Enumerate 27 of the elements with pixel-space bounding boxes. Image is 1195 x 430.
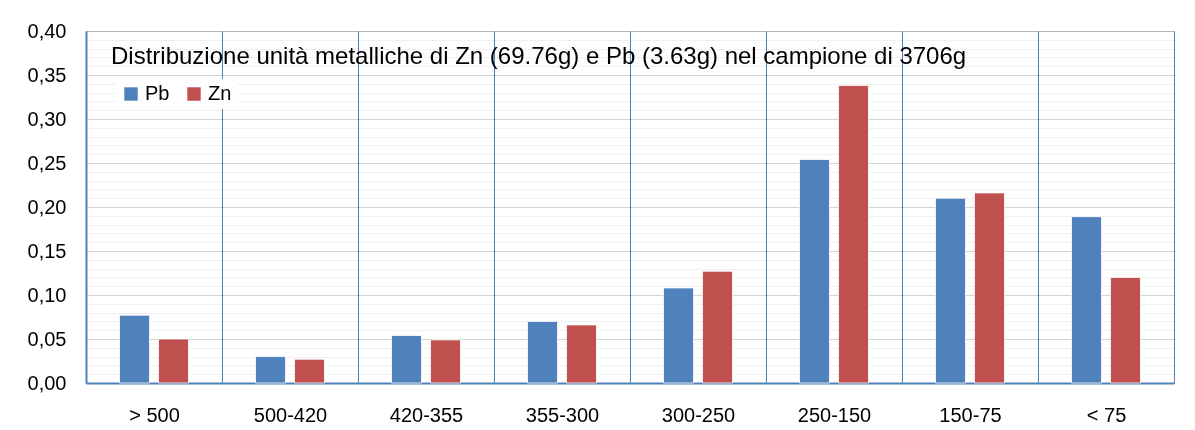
y-tick-label: 0,25 xyxy=(27,151,67,174)
bar xyxy=(566,324,597,384)
bar xyxy=(430,339,461,384)
bar xyxy=(1110,277,1141,384)
y-tick-label: 0,40 xyxy=(27,19,67,42)
bar xyxy=(158,338,189,384)
y-tick-label: 0,05 xyxy=(27,327,67,350)
y-tick-label: 0,20 xyxy=(27,195,67,218)
y-tick-label: 0,35 xyxy=(27,63,67,86)
bar xyxy=(974,192,1005,384)
legend-label: Pb xyxy=(145,82,170,104)
x-tick-label: 150-75 xyxy=(939,403,1002,426)
x-tick-label: 500-420 xyxy=(253,403,328,426)
x-tick-label: 250-150 xyxy=(797,403,872,426)
bar xyxy=(294,358,325,384)
x-tick-label: 300-250 xyxy=(661,403,736,426)
x-tick-label: < 75 xyxy=(1086,403,1127,426)
y-tick-label: 0,30 xyxy=(27,107,67,130)
y-tick-label: 0,15 xyxy=(27,239,67,262)
bar xyxy=(702,270,733,384)
legend-label: Zn xyxy=(208,82,232,104)
bar xyxy=(838,85,869,384)
x-tick-label: > 500 xyxy=(129,403,180,426)
x-tick-label: 355-300 xyxy=(525,403,600,426)
x-tick-label: 420-355 xyxy=(389,403,464,426)
y-tick-label: 0,00 xyxy=(27,371,67,394)
y-tick-label: 0,10 xyxy=(27,283,67,306)
